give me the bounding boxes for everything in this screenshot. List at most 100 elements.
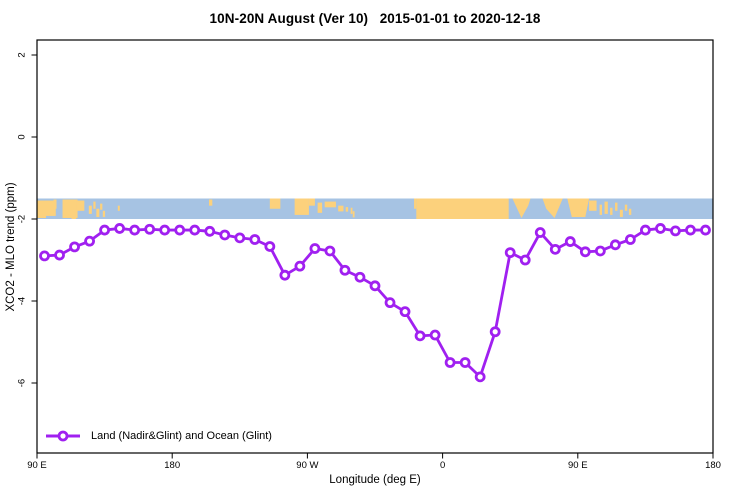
x-tick-label: 180 — [164, 460, 181, 471]
data-point-marker — [369, 280, 381, 292]
map-band-land — [76, 200, 85, 211]
map-band-land — [100, 203, 103, 210]
data-point-marker — [534, 227, 546, 238]
map-band-land — [512, 198, 531, 218]
data-point-marker — [219, 229, 231, 241]
data-point-marker — [279, 269, 291, 281]
map-band-land — [294, 198, 309, 215]
x-tick-label: 90 W — [296, 460, 319, 471]
map-band-land — [102, 210, 106, 217]
y-tick-label: -6 — [16, 378, 28, 388]
data-point-marker — [129, 224, 141, 236]
data-point-marker — [384, 297, 396, 309]
data-point-marker — [579, 246, 591, 258]
map-band-land — [599, 204, 602, 215]
data-point-marker — [414, 330, 426, 342]
map-band — [37, 198, 713, 219]
map-band-land — [96, 208, 100, 217]
data-point-marker — [84, 235, 95, 247]
data-point-marker — [459, 357, 471, 368]
data-point-marker — [549, 243, 561, 255]
data-point-marker — [399, 306, 411, 318]
map-band-land — [615, 202, 618, 211]
data-point-marker — [189, 224, 201, 236]
map-band-land — [345, 207, 349, 212]
map-band-land — [619, 209, 623, 217]
map-band-land — [589, 200, 597, 211]
map-band-land — [317, 202, 323, 213]
data-point-marker — [54, 249, 65, 261]
map-band-land — [567, 198, 590, 217]
data-point-marker — [294, 260, 306, 272]
data-point-marker — [309, 243, 321, 254]
map-band-land — [93, 201, 96, 209]
map-band-land — [338, 205, 344, 212]
data-point-marker — [655, 223, 666, 234]
plot-frame — [36, 39, 714, 454]
data-point-marker — [249, 234, 261, 245]
x-tick-label: 90 E — [27, 460, 47, 471]
y-tick-label: 2 — [16, 52, 28, 58]
series-line — [43, 227, 707, 379]
map-band-land — [324, 201, 336, 208]
map-band-ocean — [37, 198, 713, 219]
axis-ticks — [31, 54, 714, 459]
data-point-marker — [444, 357, 456, 368]
map-band-land — [604, 201, 608, 214]
x-axis-label: Longitude (deg E) — [329, 474, 421, 486]
map-band-land — [209, 199, 213, 206]
map-band-land — [308, 198, 315, 206]
map-band-land — [610, 207, 613, 215]
chart-title: 10N-20N August (Ver 10) 2015-01-01 to 20… — [209, 11, 541, 26]
y-tick-label: -4 — [16, 296, 28, 306]
map-band-land — [414, 198, 417, 209]
data-point-marker — [594, 245, 606, 257]
map-band-land — [117, 205, 120, 211]
data-point-marker — [159, 224, 171, 236]
data-point-marker — [204, 225, 216, 237]
legend-label: Land (Nadir&Glint) and Ocean (Glint) — [91, 430, 272, 442]
map-band-land — [352, 211, 355, 218]
x-tick-label: 90 E — [568, 460, 588, 471]
data-point-marker — [489, 326, 501, 338]
map-band-land — [628, 208, 632, 215]
data-point-marker — [685, 224, 696, 236]
y-tick-label: -2 — [16, 214, 28, 224]
data-point-marker — [504, 247, 516, 259]
y-tick-label: 0 — [16, 134, 28, 140]
data-point-marker — [324, 245, 336, 257]
data-point-marker — [99, 224, 110, 236]
data-point-marker — [429, 329, 441, 341]
legend-line-marker-icon — [46, 430, 80, 442]
x-tick-label: 180 — [705, 460, 721, 471]
map-band-land — [71, 212, 77, 219]
data-point-marker — [519, 254, 531, 266]
data-point-marker — [69, 241, 80, 253]
map-band-land — [416, 198, 509, 219]
data-point-marker — [640, 224, 651, 236]
legend: Land (Nadir&Glint) and Ocean (Glint) — [44, 429, 272, 443]
data-point-marker — [564, 236, 576, 247]
data-point-marker — [339, 264, 351, 276]
data-point-marker — [700, 224, 711, 236]
map-band-land — [269, 198, 281, 209]
data-point-marker — [39, 250, 50, 262]
map-band-land — [53, 199, 57, 209]
map-band-land — [624, 204, 628, 211]
data-point-marker — [114, 223, 126, 234]
data-point-marker — [609, 239, 621, 251]
data-point-marker — [474, 371, 486, 383]
data-point-marker — [234, 232, 246, 244]
map-band-land — [88, 205, 92, 214]
data-point-marker — [144, 223, 156, 235]
data-point-marker — [670, 225, 681, 237]
x-tick-label: 0 — [439, 460, 446, 471]
map-band-land — [37, 209, 47, 218]
data-point-marker — [174, 224, 186, 236]
data-point-marker — [354, 271, 366, 283]
data-point-marker — [624, 234, 636, 245]
map-band-land — [350, 207, 353, 214]
map-band-land — [542, 198, 563, 218]
